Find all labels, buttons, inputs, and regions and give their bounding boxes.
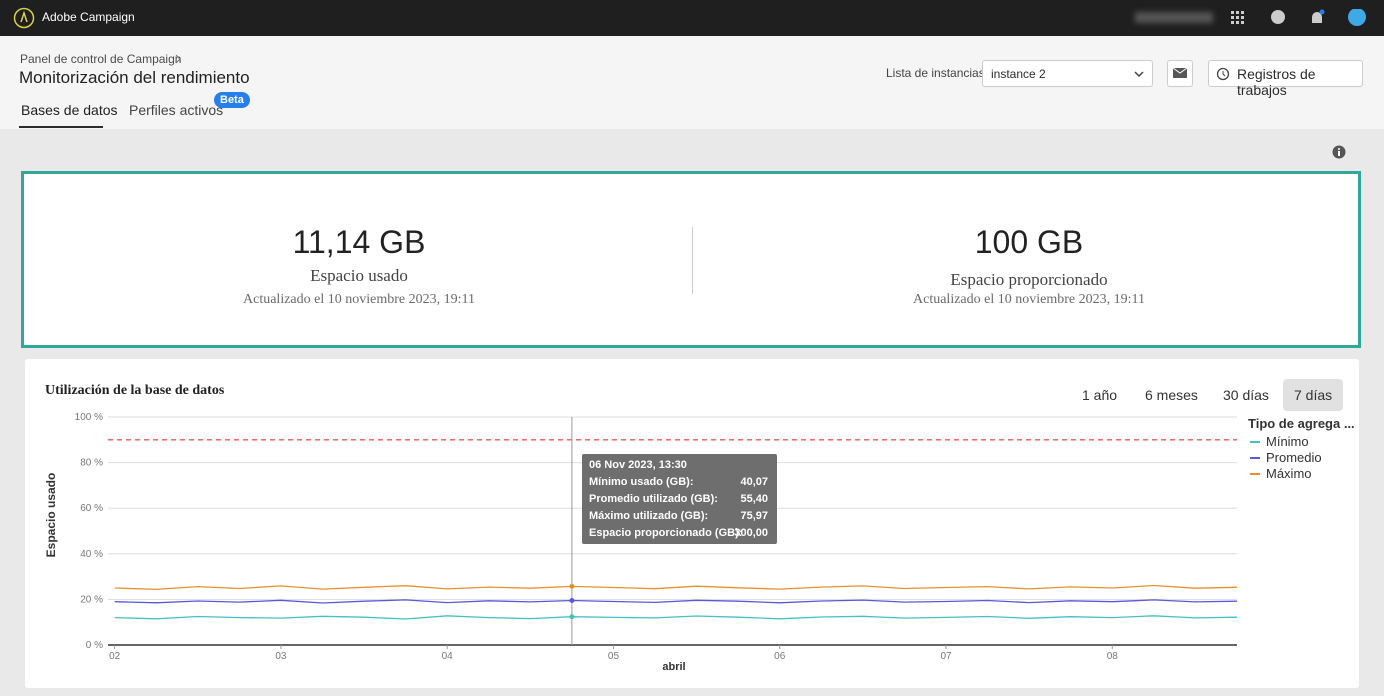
history-icon — [1216, 67, 1230, 81]
user-name — [1135, 12, 1213, 23]
kpi-label: Espacio proporcionado — [950, 270, 1108, 289]
jobs-button[interactable]: Registros de trabajos — [1208, 60, 1363, 98]
chevron — [175, 54, 181, 64]
x-tick-label: 02 — [109, 651, 121, 662]
legend-label: Máximo — [1266, 466, 1312, 481]
series-line — [114, 615, 1238, 620]
x-axis-title: abril — [662, 661, 685, 673]
x-tick-label: 08 — [1107, 651, 1119, 662]
tab[interactable]: Bases de datos — [21, 102, 118, 118]
top-icons — [1231, 9, 1366, 26]
tooltip-label: Máximo utilizado (GB): — [589, 510, 708, 522]
x-tick-label: 07 — [940, 651, 952, 662]
tooltip-title: 06 Nov 2023, 13:30 — [589, 459, 687, 471]
info-icon[interactable] — [1332, 145, 1346, 159]
kpi-updated: Actualizado el 10 noviembre 2023, 19:11 — [243, 292, 475, 307]
range-button[interactable]: 30 días — [1223, 387, 1269, 403]
series-line — [114, 584, 1238, 591]
help-icon[interactable] — [1271, 10, 1285, 24]
range-button[interactable]: 7 días — [1283, 379, 1344, 411]
top-bar: Adobe Campaign — [0, 0, 1384, 36]
tooltip-box — [582, 454, 777, 544]
instance-select[interactable]: instance 2 — [982, 60, 1153, 87]
jobs-label: Registros de trabajos — [1237, 66, 1316, 98]
y-tick-label: 40 % — [80, 549, 103, 560]
y-tick-label: 60 % — [80, 503, 103, 514]
tab-indicator — [19, 126, 103, 128]
x-tick-label: 04 — [442, 651, 454, 662]
tooltip: 06 Nov 2023, 13:30 Mínimo usado (GB): 40,0… — [582, 454, 777, 544]
kpi-value: 100 GB — [974, 224, 1084, 260]
hover-dot — [569, 583, 575, 589]
range-button[interactable]: 6 meses — [1145, 387, 1198, 403]
kpi-panel: 11,14 GB Espacio usado Actualizado el 10… — [21, 171, 1361, 348]
tooltip-value: 75,97 — [740, 510, 768, 522]
chart-title: Utilización de la base de datos — [45, 383, 225, 398]
y-axis-title: Espacio usado — [44, 473, 58, 558]
mail-button[interactable] — [1167, 60, 1193, 87]
range-button[interactable]: 1 año — [1082, 387, 1118, 403]
logo — [13, 7, 35, 29]
instance-label: Lista de instancias — [886, 66, 985, 80]
page-title: Monitorización del rendimiento — [19, 68, 250, 87]
x-tick-label: 05 — [608, 651, 620, 662]
kpi-label: Espacio usado — [310, 266, 408, 285]
kpi-value: 11,14 GB — [292, 224, 426, 260]
breadcrumb[interactable]: Panel de control de Campaign — [20, 52, 182, 66]
tab[interactable]: Perfiles activos — [129, 102, 224, 118]
tooltip-value: 300,00 — [734, 527, 768, 539]
legend-label: Mínimo — [1266, 434, 1309, 449]
legend-title: Tipo de agrega ... — [1248, 416, 1355, 431]
hover-dot — [569, 598, 575, 604]
app-name[interactable]: Adobe Campaign — [42, 10, 135, 24]
y-tick-label: 80 % — [80, 458, 103, 469]
legend-label: Promedio — [1266, 450, 1322, 465]
mail-icon — [1172, 67, 1188, 78]
y-tick-label: 100 % — [75, 412, 103, 423]
series-line — [114, 599, 1238, 604]
x-tick-label: 06 — [774, 651, 786, 662]
y-tick-label: 20 % — [80, 594, 103, 605]
tooltip-label: Espacio proporcionado (GB): — [589, 527, 742, 539]
y-tick-label: 0 % — [86, 640, 103, 651]
x-tick-label: 03 — [275, 651, 287, 662]
chart: Utilización de la base de datos Espacio … — [44, 383, 1355, 673]
tooltip-label: Promedio utilizado (GB): — [589, 493, 718, 505]
divider — [692, 227, 693, 294]
instance-value: instance 2 — [991, 67, 1046, 81]
apps-icon[interactable] — [1231, 11, 1244, 24]
tooltip-value: 55,40 — [740, 493, 768, 505]
beta-badge: Beta — [214, 92, 250, 108]
kpi-updated: Actualizado el 10 noviembre 2023, 19:11 — [913, 292, 1145, 307]
tooltip-value: 40,07 — [740, 476, 768, 488]
chart-card: Utilización de la base de datos Espacio … — [25, 359, 1359, 688]
hover-dot — [569, 614, 575, 620]
avatar[interactable] — [1348, 9, 1366, 26]
header — [0, 36, 1384, 129]
tooltip-label: Mínimo usado (GB): — [589, 476, 694, 488]
bell-icon[interactable] — [1312, 12, 1322, 23]
dropdown-icon — [1134, 71, 1144, 78]
